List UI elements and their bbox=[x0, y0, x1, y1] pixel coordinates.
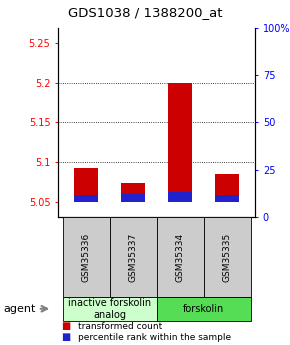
Bar bbox=[168, 192, 192, 201]
Bar bbox=[63, 297, 157, 321]
Bar bbox=[75, 168, 98, 201]
Bar bbox=[215, 174, 239, 201]
Text: GSM35335: GSM35335 bbox=[222, 233, 231, 282]
Text: ■: ■ bbox=[61, 321, 70, 331]
Text: GSM35336: GSM35336 bbox=[82, 233, 91, 282]
Bar bbox=[122, 183, 145, 201]
Bar bbox=[215, 195, 239, 201]
Text: GSM35337: GSM35337 bbox=[129, 233, 138, 282]
Bar bbox=[157, 297, 251, 321]
Bar bbox=[157, 217, 204, 297]
Bar bbox=[204, 217, 251, 297]
Bar bbox=[110, 217, 157, 297]
Text: ■: ■ bbox=[61, 333, 70, 342]
Bar bbox=[63, 217, 110, 297]
Text: forskolin: forskolin bbox=[183, 304, 224, 314]
Text: percentile rank within the sample: percentile rank within the sample bbox=[78, 333, 231, 342]
Text: transformed count: transformed count bbox=[78, 322, 163, 331]
Text: GSM35334: GSM35334 bbox=[175, 233, 184, 282]
Bar bbox=[75, 195, 98, 201]
Text: inactive forskolin
analog: inactive forskolin analog bbox=[68, 298, 151, 319]
Text: agent: agent bbox=[3, 304, 35, 314]
Bar bbox=[122, 195, 145, 201]
Text: GDS1038 / 1388200_at: GDS1038 / 1388200_at bbox=[68, 6, 222, 19]
Bar bbox=[168, 83, 192, 201]
